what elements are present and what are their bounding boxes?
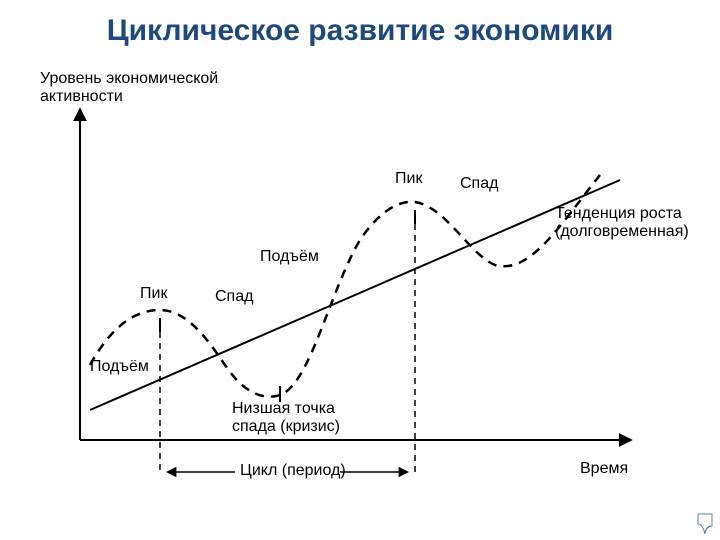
slide: Циклическое развитие экономики Уровень э… <box>0 0 720 540</box>
peak1-label: Пик <box>140 285 167 303</box>
peak2-label: Пик <box>395 170 422 188</box>
trough-label: Низшая точка спада (кризис) <box>232 400 340 436</box>
decline1-label: Спад <box>215 288 253 306</box>
trend-label: Тенденция роста (долговременная) <box>555 205 689 241</box>
page-curl-icon <box>696 512 714 534</box>
trend-line <box>90 180 620 410</box>
rise1-label: Подъём <box>90 358 149 376</box>
x-axis-label: Время <box>580 460 628 478</box>
cycle-label: Цикл (период) <box>240 462 346 480</box>
decline2-label: Спад <box>460 175 498 193</box>
y-axis-label: Уровень экономической активности <box>40 70 218 106</box>
rise2-label: Подъём <box>260 248 319 266</box>
